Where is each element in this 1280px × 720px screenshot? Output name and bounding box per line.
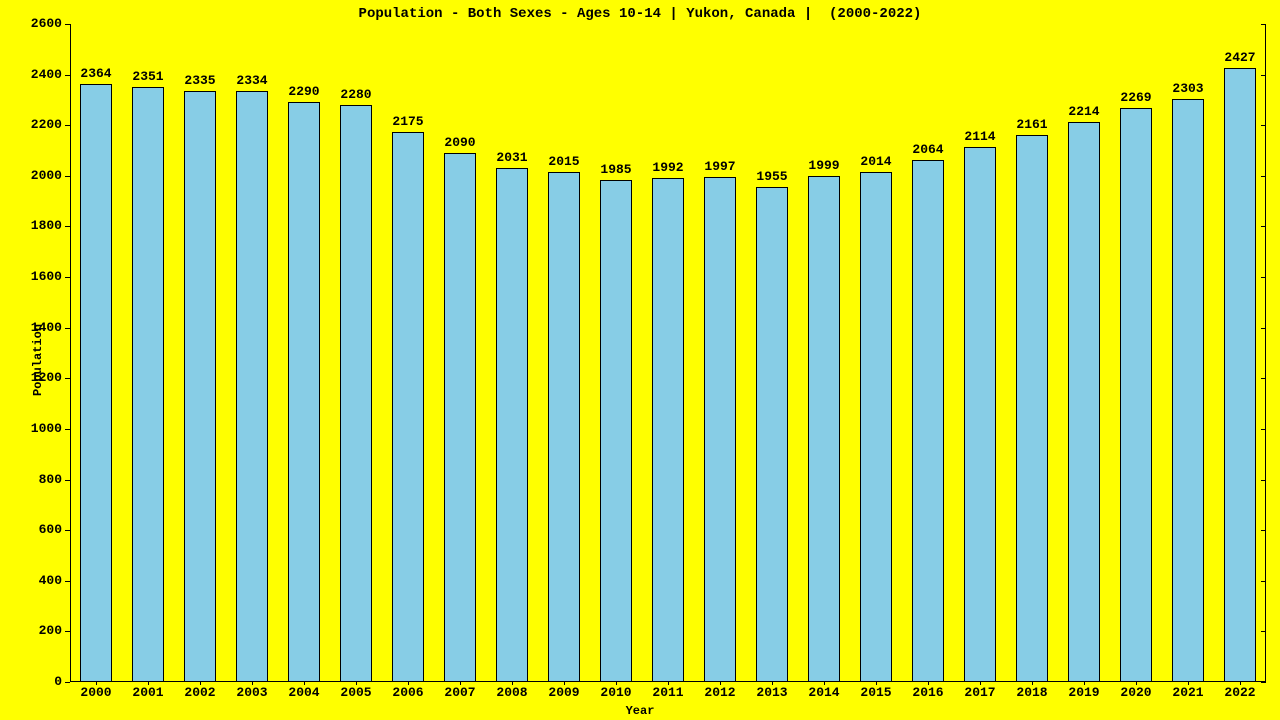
x-tick: 2019	[1058, 685, 1110, 700]
bar-value-label: 2090	[431, 135, 489, 150]
y-tick-label: 800	[2, 472, 62, 487]
x-tick: 2004	[278, 685, 330, 700]
y-tick-label: 600	[2, 522, 62, 537]
x-tick: 2007	[434, 685, 486, 700]
bar-value-label: 2427	[1211, 50, 1269, 65]
bar-value-label: 2335	[171, 73, 229, 88]
bar-value-label: 1985	[587, 162, 645, 177]
bar	[756, 187, 788, 682]
bar	[912, 160, 944, 682]
plot-area: 0200400600800100012001400160018002000220…	[70, 24, 1266, 682]
bar	[184, 91, 216, 682]
bar-value-label: 2364	[67, 66, 125, 81]
y-axis-right	[1265, 24, 1266, 682]
bar	[860, 172, 892, 682]
x-tick: 2017	[954, 685, 1006, 700]
bar	[1224, 68, 1256, 682]
y-tick-label: 2600	[2, 16, 62, 31]
x-tick: 2012	[694, 685, 746, 700]
bar-value-label: 2015	[535, 154, 593, 169]
bar	[808, 176, 840, 682]
x-tick: 2002	[174, 685, 226, 700]
x-tick: 2001	[122, 685, 174, 700]
bar-value-label: 2161	[1003, 117, 1061, 132]
x-tick: 2020	[1110, 685, 1162, 700]
bar-value-label: 1992	[639, 160, 697, 175]
x-tick: 2006	[382, 685, 434, 700]
y-tick-label: 1800	[2, 218, 62, 233]
bar	[496, 168, 528, 682]
y-tick-label: 200	[2, 623, 62, 638]
y-tick-label: 1000	[2, 421, 62, 436]
bar	[444, 153, 476, 682]
bar	[548, 172, 580, 682]
x-tick: 2005	[330, 685, 382, 700]
x-tick: 2008	[486, 685, 538, 700]
chart-title: Population - Both Sexes - Ages 10-14 | Y…	[0, 6, 1280, 22]
bar	[1068, 122, 1100, 682]
bar-value-label: 2064	[899, 142, 957, 157]
bar	[964, 147, 996, 682]
x-tick: 2022	[1214, 685, 1266, 700]
y-tick-label: 2400	[2, 67, 62, 82]
bar-value-label: 2290	[275, 84, 333, 99]
chart-page: Population - Both Sexes - Ages 10-14 | Y…	[0, 0, 1280, 720]
x-tick: 2003	[226, 685, 278, 700]
bar-value-label: 2334	[223, 73, 281, 88]
y-axis-left	[70, 24, 71, 682]
x-tick: 2000	[70, 685, 122, 700]
bar	[392, 132, 424, 682]
bar	[704, 177, 736, 682]
x-axis-label: Year	[0, 704, 1280, 718]
bar-value-label: 2269	[1107, 90, 1165, 105]
x-tick: 2014	[798, 685, 850, 700]
bar	[132, 87, 164, 682]
bar-value-label: 2014	[847, 154, 905, 169]
y-tick-label: 1600	[2, 269, 62, 284]
x-tick: 2018	[1006, 685, 1058, 700]
bar	[340, 105, 372, 682]
bar	[1172, 99, 1204, 682]
bar-value-label: 1999	[795, 158, 853, 173]
bar	[600, 180, 632, 682]
bar	[80, 84, 112, 682]
y-tick-label: 1200	[2, 370, 62, 385]
y-tick-label: 0	[2, 674, 62, 689]
bar	[236, 91, 268, 682]
y-tick-label: 2200	[2, 117, 62, 132]
bar	[288, 102, 320, 682]
x-tick: 2021	[1162, 685, 1214, 700]
bar-value-label: 2280	[327, 87, 385, 102]
y-tick-label: 2000	[2, 168, 62, 183]
bar-value-label: 2175	[379, 114, 437, 129]
y-tick-label: 400	[2, 573, 62, 588]
bar-value-label: 2114	[951, 129, 1009, 144]
bar-value-label: 2214	[1055, 104, 1113, 119]
bar-value-label: 2303	[1159, 81, 1217, 96]
x-tick: 2016	[902, 685, 954, 700]
x-tick: 2015	[850, 685, 902, 700]
bar	[1120, 108, 1152, 682]
bar-value-label: 2031	[483, 150, 541, 165]
bar-value-label: 1955	[743, 169, 801, 184]
y-tick-label: 1400	[2, 320, 62, 335]
bar	[1016, 135, 1048, 682]
x-tick: 2013	[746, 685, 798, 700]
bar	[652, 178, 684, 682]
x-tick: 2011	[642, 685, 694, 700]
bar-value-label: 2351	[119, 69, 177, 84]
bar-value-label: 1997	[691, 159, 749, 174]
x-tick: 2009	[538, 685, 590, 700]
x-tick: 2010	[590, 685, 642, 700]
